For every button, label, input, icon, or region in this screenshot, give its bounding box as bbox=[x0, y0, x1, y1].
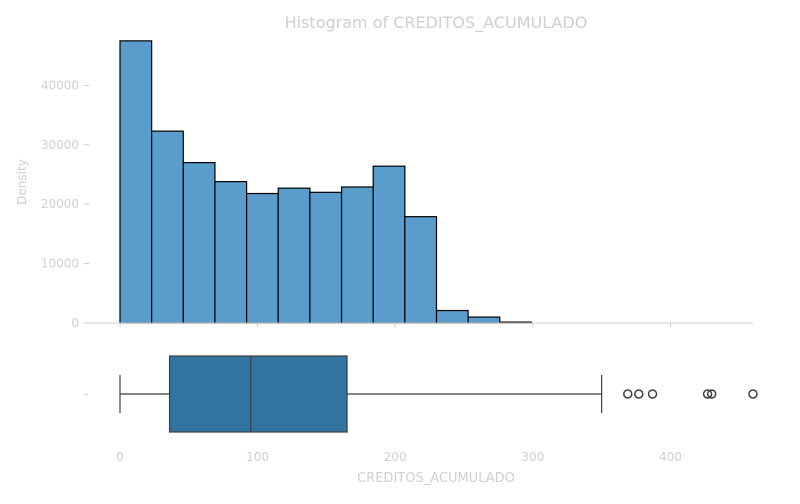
box-outlier bbox=[647, 389, 658, 399]
x-tick-label: 200 bbox=[384, 450, 407, 464]
x-axis: 0 100 200 300 400 bbox=[116, 323, 682, 464]
box-category-label: - bbox=[84, 387, 88, 401]
chart-title: Histogram of CREDITOS_ACUMULADO bbox=[285, 13, 588, 33]
box-iqr bbox=[168, 355, 348, 433]
y-axis: 0 10000 20000 30000 40000 bbox=[41, 78, 89, 330]
histogram-bar bbox=[246, 192, 279, 324]
histogram-bar bbox=[119, 40, 153, 324]
box-outlier bbox=[748, 389, 758, 399]
box-outlier bbox=[706, 389, 717, 399]
box-outlier bbox=[623, 389, 633, 399]
box-outlier bbox=[634, 389, 644, 399]
histogram-bar bbox=[214, 181, 248, 324]
x-axis-label: CREDITOS_ACUMULADO bbox=[357, 471, 515, 486]
y-tick-label: 30000 bbox=[41, 138, 79, 152]
histogram-bar bbox=[340, 186, 374, 324]
box-outlier bbox=[702, 389, 713, 399]
histogram-bar bbox=[309, 191, 343, 324]
histogram-bar bbox=[151, 130, 184, 324]
x-tick-label: 300 bbox=[521, 450, 544, 464]
histogram-bar bbox=[182, 162, 216, 324]
histogram-panel bbox=[87, 40, 753, 324]
y-tick-label: 10000 bbox=[41, 257, 79, 271]
x-tick-label: 400 bbox=[659, 450, 682, 464]
histogram-bar bbox=[435, 309, 469, 324]
y-axis-label: Density bbox=[15, 159, 29, 205]
y-tick-label: 0 bbox=[71, 316, 79, 330]
y-tick-label: 40000 bbox=[41, 78, 79, 92]
y-tick-label: 20000 bbox=[41, 197, 79, 211]
histogram-bar bbox=[467, 316, 501, 324]
histogram-bar bbox=[372, 165, 406, 324]
x-tick-label: 0 bbox=[116, 450, 124, 464]
x-tick-label: 100 bbox=[246, 450, 269, 464]
histogram-bar bbox=[404, 216, 438, 324]
boxplot-panel: - bbox=[84, 355, 758, 433]
histogram-bar bbox=[277, 187, 311, 324]
